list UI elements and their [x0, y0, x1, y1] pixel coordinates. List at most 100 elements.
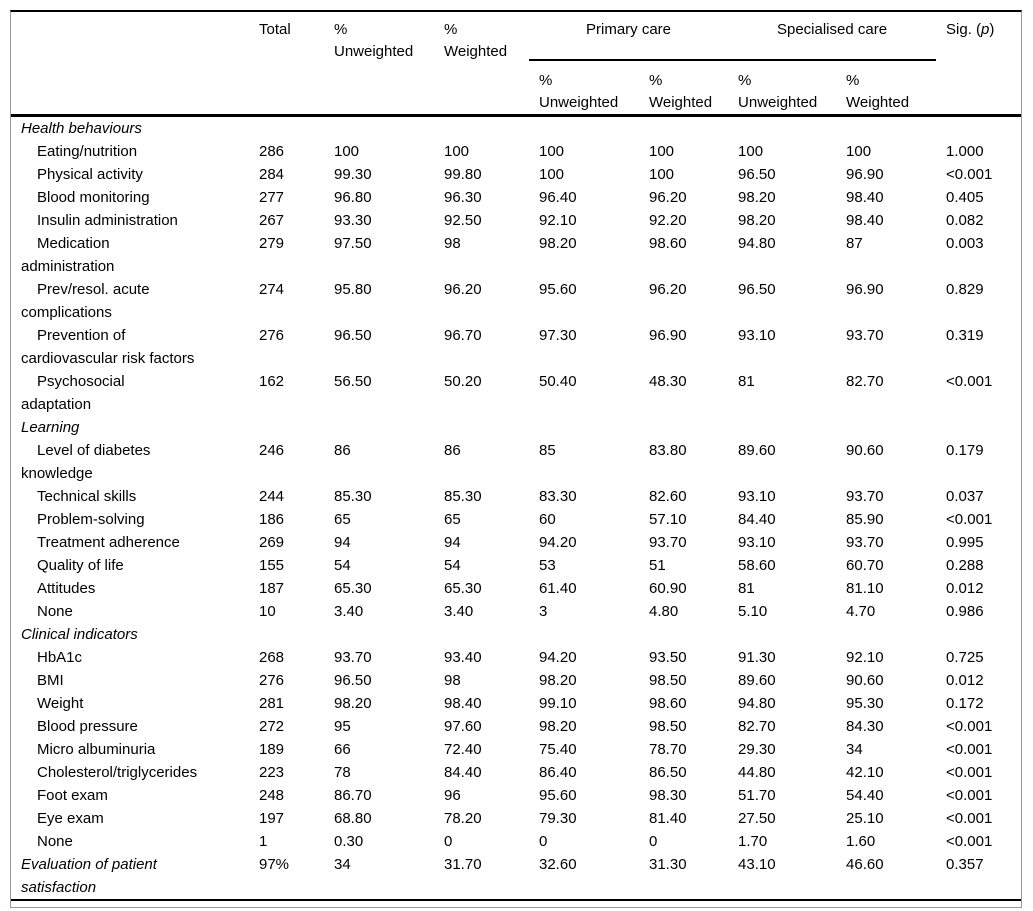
row-label: HbA1c	[37, 649, 83, 666]
cell-pc-pct-unweighted: 97.30	[539, 327, 577, 344]
cell-pct-weighted: 98.40	[444, 695, 482, 712]
cell-pc-pct-unweighted: 95.60	[539, 787, 577, 804]
cell-total: 286	[259, 143, 285, 160]
cell-sc-pct-weighted: 54.40	[846, 787, 884, 804]
cell-total	[249, 116, 324, 141]
cell-pct-weighted: 31.70	[444, 856, 482, 873]
cell-pct-unweighted: 54	[334, 557, 351, 574]
row-label: Eating/nutrition	[37, 143, 138, 160]
cell-pct-unweighted: 95.80	[334, 281, 372, 298]
cell-pc-pct-weighted: 92.20	[649, 212, 687, 229]
cell-sc-pct-weighted: 60.70	[846, 557, 884, 574]
cell-sc-pct-unweighted: 43.10	[738, 856, 776, 873]
cell-sig-p: 0.288	[946, 557, 984, 574]
cell-pct-weighted: 3.40	[444, 603, 474, 620]
cell-pc-pct-weighted: 81.40	[649, 810, 687, 827]
cell-pc-pct-weighted: 100	[649, 166, 675, 183]
table-header: Total % Unweighted % Weighted Primary ca…	[11, 12, 1022, 116]
table-row: Problem-solving 186 65 65 60 57.10 84.40 85.90 <…	[11, 508, 1021, 531]
cell-pc-pct-unweighted: 83.30	[539, 488, 577, 505]
cell-pc-pct-unweighted: 60	[539, 511, 556, 528]
cell-pct-weighted: 65.30	[444, 580, 482, 597]
table-body: Health behaviours Eating/nutrition 286 100 1…	[11, 116, 1021, 901]
cell-sc-pct-unweighted	[728, 416, 836, 439]
cell-pct-weighted: 96	[444, 787, 461, 804]
cell-sig-p: 0.995	[946, 534, 984, 551]
cell-sig-p: 0.037	[946, 488, 984, 505]
cell-sig-p: 0.405	[946, 189, 984, 206]
cell-sig-p: <0.001	[946, 511, 993, 528]
cell-sc-pct-unweighted: 29.30	[738, 741, 776, 758]
sig-p-italic: p	[981, 21, 990, 38]
sig-prefix: Sig. (	[946, 21, 982, 38]
cell-pc-pct-weighted	[639, 116, 728, 141]
cell-sc-pct-weighted: 92.10	[846, 649, 884, 666]
cell-pc-pct-unweighted: 75.40	[539, 741, 577, 758]
cell-pct-unweighted: 99.30	[334, 166, 372, 183]
cell-sc-pct-weighted: 87	[846, 235, 863, 252]
cell-pct-weighted: 65	[444, 511, 461, 528]
cell-total: 281	[259, 695, 285, 712]
cell-pct-unweighted: 94	[334, 534, 351, 551]
cell-sig-p: 0.012	[946, 672, 984, 689]
cell-sc-pct-weighted	[836, 116, 936, 141]
cell-pct-unweighted: 96.80	[334, 189, 372, 206]
cell-pct-weighted: 85.30	[444, 488, 482, 505]
cell-sc-pct-weighted: 85.90	[846, 511, 884, 528]
cell-pct-weighted: 96.70	[444, 327, 482, 344]
header-sc-pct-unweighted: % Unweighted	[738, 72, 818, 111]
cell-sc-pct-unweighted: 91.30	[738, 649, 776, 666]
cell-pct-weighted: 54	[444, 557, 461, 574]
cell-sc-pct-unweighted: 89.60	[738, 442, 776, 459]
table-row: Treatment adherence 269 94 94 94.20 93.70 93.1…	[11, 531, 1021, 554]
cell-total: 276	[259, 327, 285, 344]
table-row: Prevention of cardiovascular risk factor…	[11, 324, 1021, 370]
cell-total: 246	[259, 442, 285, 459]
cell-pc-pct-weighted: 93.70	[649, 534, 687, 551]
cell-pc-pct-unweighted	[529, 116, 639, 141]
sig-suffix: )	[989, 21, 995, 38]
cell-sig-p: 0.003	[946, 235, 984, 252]
cell-total: 279	[259, 235, 285, 252]
cell-pct-unweighted: 93.30	[334, 212, 372, 229]
cell-pct-weighted: 50.20	[444, 373, 482, 390]
cell-sc-pct-unweighted: 100	[738, 143, 764, 160]
header-specialised-care: Specialised care	[728, 12, 937, 61]
cell-pct-unweighted: 95	[334, 718, 351, 735]
cell-sig-p	[936, 416, 1021, 439]
table-row: HbA1c 268 93.70 93.40 94.20 93.50 91.30 92.10 0.…	[11, 646, 1021, 669]
cell-pc-pct-unweighted: 95.60	[539, 281, 577, 298]
cell-pct-unweighted: 93.70	[334, 649, 372, 666]
cell-pct-weighted: 96.30	[444, 189, 482, 206]
header-pc-pct-weighted: % Weighted	[649, 72, 713, 111]
cell-pct-weighted: 0	[444, 833, 453, 850]
cell-sc-pct-weighted: 90.60	[846, 672, 884, 689]
cell-pc-pct-unweighted: 79.30	[539, 810, 577, 827]
cell-sc-pct-weighted: 100	[846, 143, 872, 160]
cell-pc-pct-weighted	[639, 623, 728, 646]
cell-pc-pct-unweighted: 85	[539, 442, 556, 459]
cell-pct-weighted	[434, 416, 529, 439]
cell-total: 267	[259, 212, 285, 229]
cell-total: 197	[259, 810, 285, 827]
cell-pct-unweighted	[324, 116, 434, 141]
cell-pc-pct-unweighted: 50.40	[539, 373, 577, 390]
table-row: Blood monitoring 277 96.80 96.30 96.40 96.20 9…	[11, 186, 1021, 209]
cell-total: 1	[259, 833, 268, 850]
cell-sig-p: 0.179	[946, 442, 984, 459]
table-row: BMI 276 96.50 98 98.20 98.50 89.60 90.60 0.012	[11, 669, 1021, 692]
cell-sig-p: 0.012	[946, 580, 984, 597]
cell-sc-pct-weighted: 98.40	[846, 212, 884, 229]
cell-pct-unweighted: 86.70	[334, 787, 372, 804]
cell-pc-pct-unweighted: 98.20	[539, 235, 577, 252]
table-row: Insulin administration 267 93.30 92.50 92.10…	[11, 209, 1021, 232]
cell-total: 268	[259, 649, 285, 666]
table-row: Physical activity 284 99.30 99.80 100 100 96.5…	[11, 163, 1021, 186]
row-label: Problem-solving	[37, 511, 145, 528]
header-pct-unweighted: % Unweighted	[334, 21, 414, 60]
cell-sig-p: <0.001	[946, 764, 993, 781]
header-row-label	[11, 12, 249, 116]
cell-sc-pct-weighted: 82.70	[846, 373, 884, 390]
cell-sc-pct-unweighted: 84.40	[738, 511, 776, 528]
cell-sig-p: <0.001	[946, 833, 993, 850]
